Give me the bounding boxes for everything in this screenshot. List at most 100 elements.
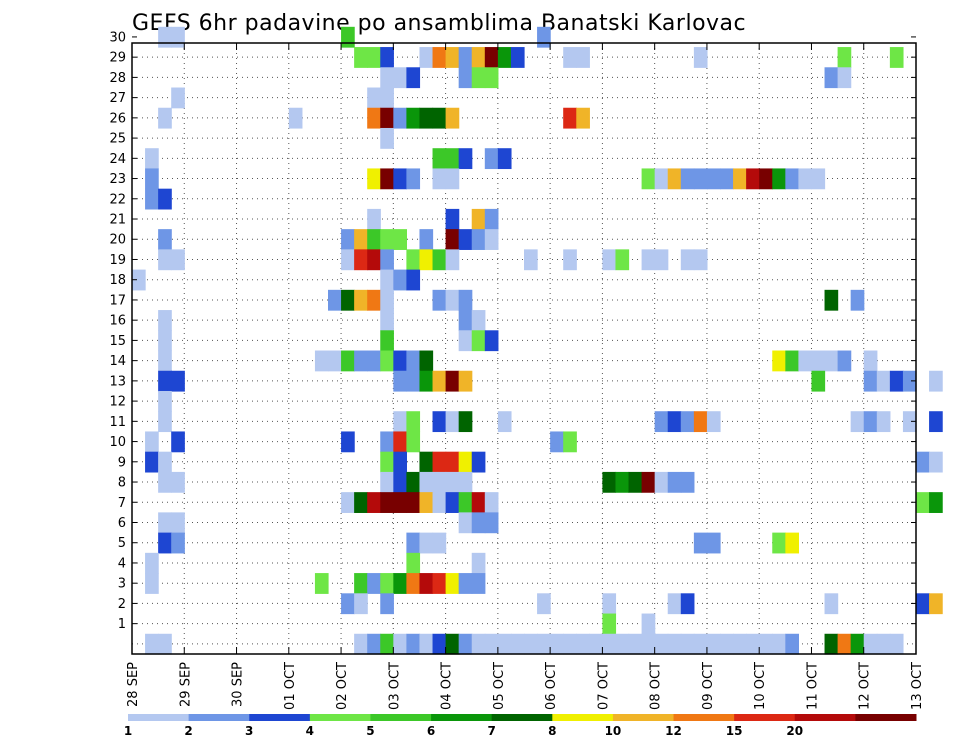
heatmap-cell: [471, 208, 486, 230]
heatmap-cell: [145, 168, 159, 190]
y-tick-label: 17: [109, 293, 126, 308]
heatmap-cell: [419, 229, 434, 250]
heatmap-cell: [654, 471, 669, 493]
heatmap-cell: [406, 249, 421, 271]
heatmap-cell: [158, 512, 172, 534]
heatmap-cell: [916, 451, 930, 473]
heatmap-cell: [393, 350, 407, 372]
heatmap-cell: [563, 633, 577, 655]
heatmap-cell: [445, 573, 460, 594]
heatmap-cell: [458, 229, 473, 250]
heatmap-cell: [641, 471, 656, 493]
heatmap-cell: [667, 411, 682, 433]
heatmap-cell: [158, 350, 172, 372]
heatmap-cell: [393, 411, 407, 433]
heatmap-cell: [406, 633, 421, 655]
heatmap-cell: [445, 47, 460, 68]
y-tick-label: 26: [109, 111, 126, 126]
heatmap-cell: [889, 370, 904, 392]
y-tick-label: 8: [118, 476, 126, 491]
heatmap-cell: [380, 431, 394, 453]
heatmap-cell: [706, 633, 721, 655]
legend-label: 12: [665, 724, 682, 738]
x-tick-label: 04 OCT: [440, 662, 455, 710]
y-tick-label: 2: [118, 597, 126, 612]
heatmap-cell: [615, 633, 630, 655]
heatmap-cell: [314, 573, 329, 594]
heatmap-cell: [158, 229, 172, 250]
heatmap-cell: [380, 47, 394, 68]
heatmap-cell: [824, 593, 839, 615]
heatmap-cell: [471, 330, 486, 352]
heatmap-cell: [328, 289, 342, 311]
heatmap-cell: [693, 532, 708, 554]
heatmap-cell: [406, 471, 421, 493]
heatmap-cell: [171, 512, 185, 534]
heatmap-cell: [158, 633, 172, 655]
legend-swatch: [188, 714, 250, 721]
y-tick-label: 22: [109, 192, 126, 207]
heatmap-cell: [537, 26, 551, 48]
y-tick-label: 27: [109, 91, 126, 106]
heatmap-cell: [393, 168, 407, 190]
heatmap-cell: [680, 471, 695, 493]
heatmap-cell: [354, 492, 368, 513]
heatmap-cell: [145, 573, 159, 594]
heatmap-cell: [458, 47, 473, 68]
heatmap-cell: [641, 168, 656, 190]
heatmap-cell: [419, 451, 434, 473]
heatmap-cell: [380, 269, 394, 291]
heatmap-cell: [419, 532, 434, 554]
heatmap-cells: [132, 26, 943, 655]
heatmap-cell: [406, 411, 421, 433]
heatmap-cell: [171, 532, 185, 554]
heatmap-cell: [419, 492, 434, 513]
heatmap-cell: [484, 512, 499, 534]
heatmap-cell: [367, 107, 381, 129]
heatmap-cell: [432, 107, 447, 129]
legend-label: 10: [605, 724, 622, 738]
x-tick-label: 29 SEP: [178, 662, 193, 707]
heatmap-cell: [510, 633, 525, 655]
heatmap-cell: [380, 67, 394, 89]
heatmap-cell: [458, 330, 473, 352]
heatmap-cell: [419, 350, 434, 372]
heatmap-cell: [367, 168, 381, 190]
heatmap-cell: [432, 573, 447, 594]
y-tick-label: 18: [109, 273, 126, 288]
heatmap-cell: [432, 168, 447, 190]
heatmap-cell: [158, 532, 172, 554]
heatmap-cell: [785, 633, 799, 655]
heatmap-cell: [432, 411, 447, 433]
heatmap-cell: [158, 107, 172, 129]
legend-label: 7: [488, 724, 496, 738]
heatmap-cell: [145, 148, 159, 170]
heatmap-cell: [354, 573, 368, 594]
heatmap-cell: [484, 208, 499, 230]
heatmap-cell: [314, 350, 329, 372]
heatmap-cell: [824, 633, 839, 655]
heatmap-cell: [393, 67, 407, 89]
heatmap-cell: [380, 289, 394, 311]
heatmap-cell: [145, 633, 159, 655]
heatmap-cell: [328, 350, 342, 372]
heatmap-cell: [693, 249, 708, 271]
y-tick-label: 4: [118, 556, 126, 571]
heatmap-cell: [406, 431, 421, 453]
heatmap-cell: [497, 148, 512, 170]
y-tick-label: 23: [109, 172, 126, 187]
heatmap-cell: [798, 350, 813, 372]
heatmap-cell: [132, 269, 146, 291]
heatmap-cell: [693, 47, 708, 68]
heatmap-cell: [380, 168, 394, 190]
heatmap-cell: [471, 229, 486, 250]
heatmap-cell: [367, 249, 381, 271]
heatmap-cell: [158, 390, 172, 412]
heatmap-cell: [667, 593, 682, 615]
heatmap-cell: [837, 47, 852, 68]
heatmap-cell: [406, 350, 421, 372]
legend-label: 1: [124, 724, 132, 738]
heatmap-cell: [158, 310, 172, 331]
heatmap-cell: [432, 289, 447, 311]
